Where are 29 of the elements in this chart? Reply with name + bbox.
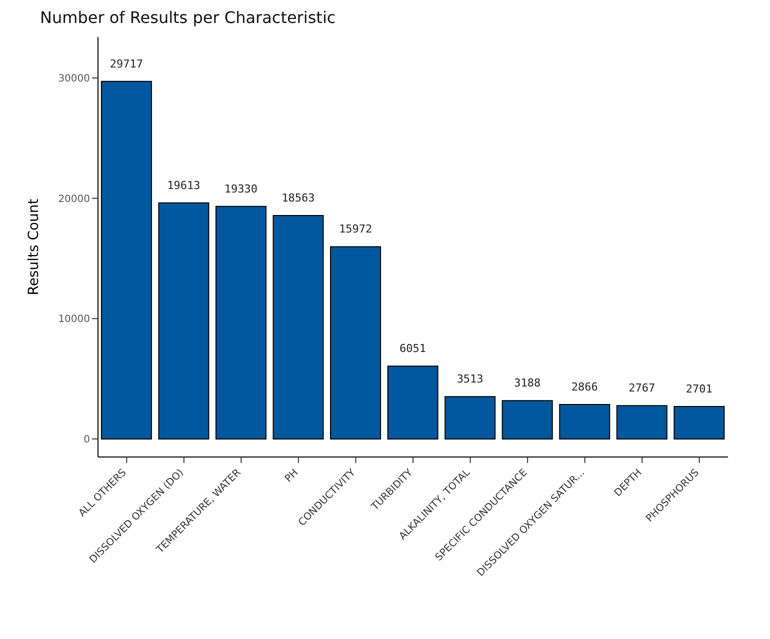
y-tick-label: 0: [84, 434, 90, 446]
bar: [100, 80, 152, 440]
data-label: 2701: [686, 382, 712, 396]
bar: [330, 246, 382, 440]
bar: [559, 404, 610, 440]
chart-title: Number of Results per Characteristic: [40, 8, 337, 27]
bar: [387, 366, 438, 440]
data-label: 29717: [110, 57, 143, 70]
bar: [502, 400, 553, 440]
y-tick-label: 20000: [58, 194, 90, 205]
y-tick-label: 10000: [58, 314, 90, 326]
bar: [215, 206, 266, 440]
y-axis-title: Results Count: [26, 198, 42, 296]
data-label: 19613: [167, 178, 200, 192]
data-label: 15972: [338, 222, 372, 236]
bar: [616, 405, 668, 440]
data-label: 2866: [571, 380, 598, 394]
x-tick-label: PH: [283, 467, 301, 485]
data-label: 18563: [282, 192, 315, 205]
data-label: 3513: [456, 372, 484, 386]
bar: [272, 215, 324, 440]
data-label: 19330: [224, 182, 258, 196]
y-tick-label: 30000: [58, 73, 90, 84]
data-label: 3188: [514, 376, 541, 390]
data-label: 2767: [628, 382, 656, 395]
bar: [674, 406, 725, 440]
bar: [444, 396, 496, 440]
data-label: 6051: [400, 342, 426, 356]
bar: [158, 202, 210, 440]
